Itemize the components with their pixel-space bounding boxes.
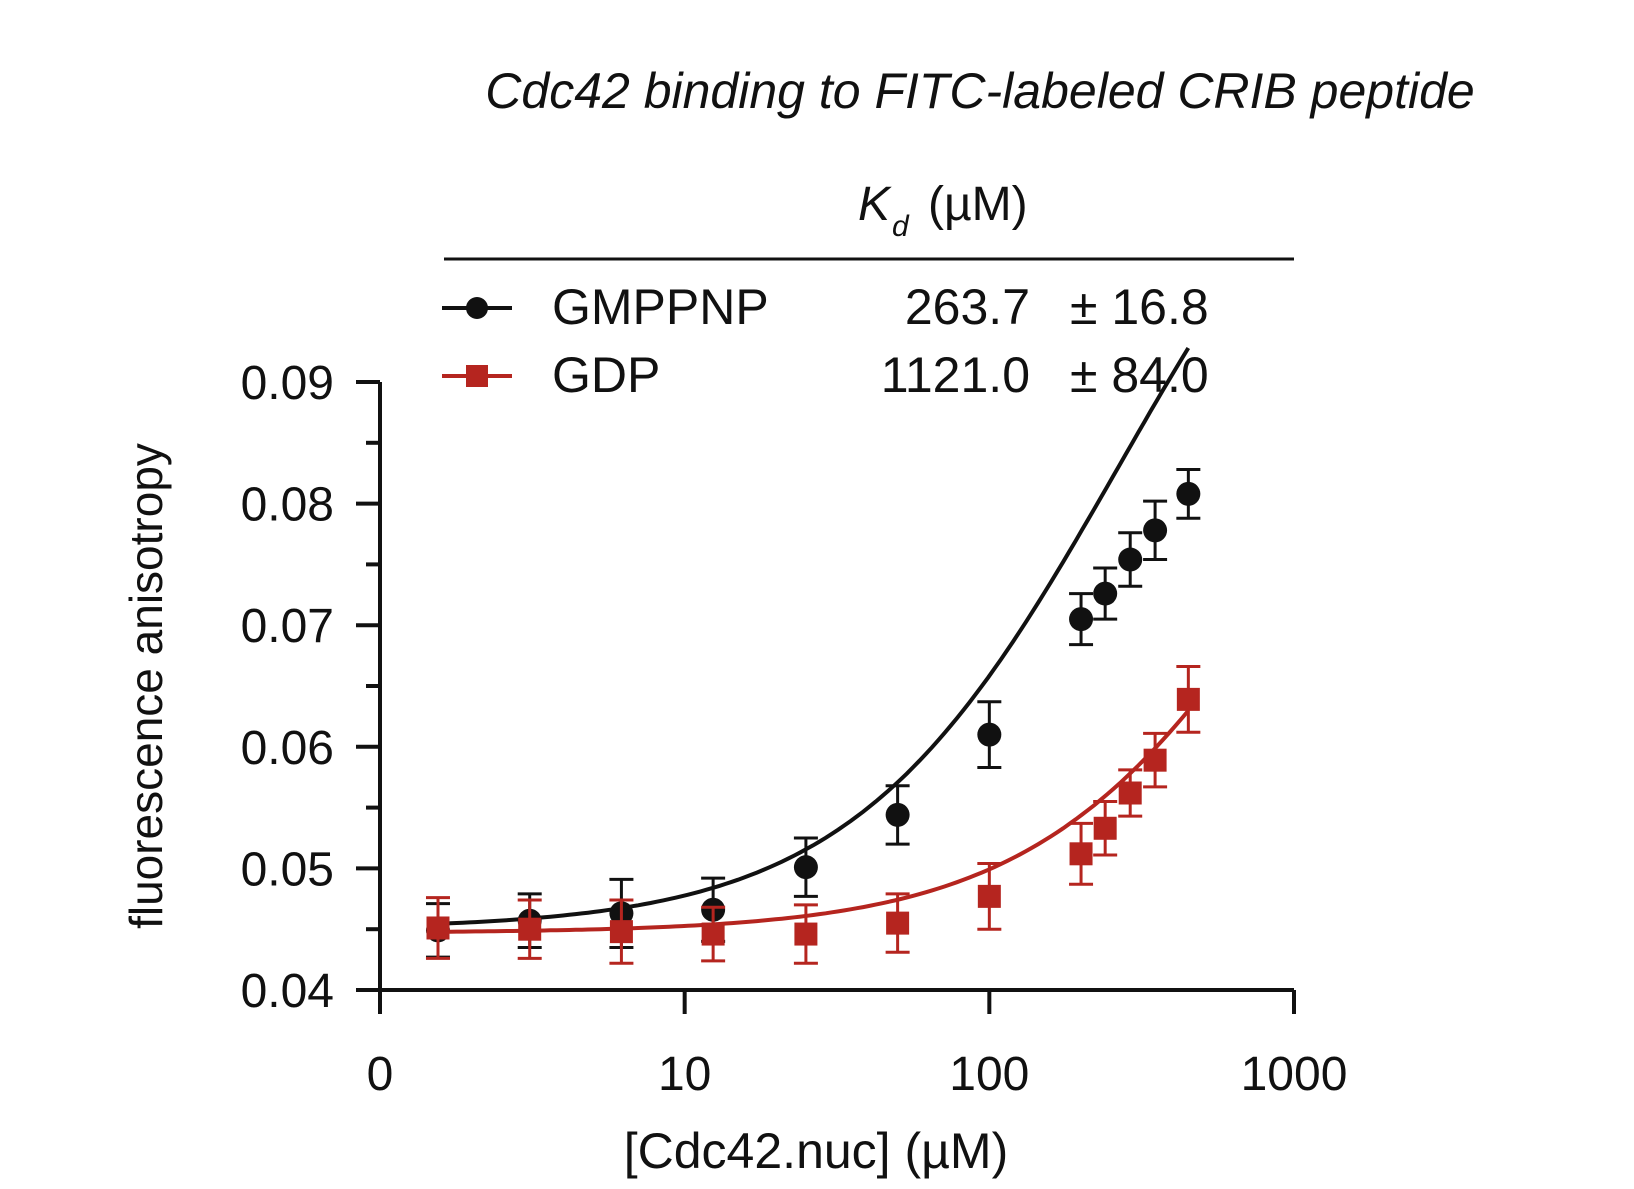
legend-kd-gmppnp: 263.7 bbox=[905, 279, 1030, 335]
legend-kd-subscript: d bbox=[892, 210, 910, 243]
x-ticks: 0 10 100 1000 bbox=[367, 990, 1348, 1101]
y-tick-label: 0.06 bbox=[241, 722, 334, 775]
y-tick-label: 0.09 bbox=[241, 357, 334, 410]
series-gmppnp bbox=[425, 346, 1201, 959]
x-axis-label: [Cdc42.nuc] (µM) bbox=[624, 1123, 1008, 1179]
legend-kderr-gdp: ± 84.0 bbox=[1070, 347, 1209, 403]
data-point bbox=[1118, 781, 1142, 805]
legend-kderr-gmppnp: ± 16.8 bbox=[1070, 279, 1209, 335]
y-tick-label: 0.05 bbox=[241, 843, 334, 896]
x-tick-label: 0 bbox=[367, 1048, 394, 1101]
legend-entry-gdp: GDP 1121.0 ± 84.0 bbox=[442, 347, 1209, 403]
legend-label-gdp: GDP bbox=[552, 347, 660, 403]
y-tick-label: 0.08 bbox=[241, 479, 334, 532]
data-point bbox=[1069, 842, 1093, 866]
legend-entry-gmppnp: GMPPNP 263.7 ± 16.8 bbox=[442, 279, 1209, 335]
series-gdp bbox=[425, 665, 1201, 965]
legend-label-gmppnp: GMPPNP bbox=[552, 279, 769, 335]
y-tick-label: 0.04 bbox=[241, 965, 334, 1018]
data-point bbox=[794, 922, 818, 946]
data-point bbox=[977, 884, 1001, 908]
data-point bbox=[701, 922, 725, 946]
legend-header: K d (µM) bbox=[858, 178, 1028, 243]
fit-curve-gdp bbox=[437, 709, 1190, 934]
data-point bbox=[1176, 481, 1201, 506]
plot-series bbox=[425, 346, 1201, 965]
data-point bbox=[1069, 607, 1094, 632]
legend-kd-symbol: K bbox=[858, 178, 892, 231]
data-point bbox=[1118, 547, 1143, 572]
legend-marker-gdp bbox=[466, 365, 488, 387]
y-tick-label: 0.07 bbox=[241, 600, 334, 653]
data-point bbox=[1093, 581, 1118, 606]
data-point bbox=[1176, 687, 1200, 711]
y-ticks: 0.04 0.05 0.06 0.07 0.08 0.09 bbox=[241, 357, 380, 1018]
chart-title: Cdc42 binding to FITC-labeled CRIB pepti… bbox=[485, 63, 1474, 119]
data-point bbox=[1093, 816, 1117, 840]
legend-kd-gdp: 1121.0 bbox=[881, 347, 1030, 403]
y-axis-label: fluorescence anisotropy bbox=[120, 443, 172, 929]
x-tick-label: 1000 bbox=[1241, 1048, 1348, 1101]
data-point bbox=[426, 916, 450, 940]
data-point bbox=[793, 855, 818, 880]
data-point bbox=[886, 911, 910, 935]
data-point bbox=[1143, 518, 1168, 543]
x-tick-label: 10 bbox=[658, 1048, 711, 1101]
data-point bbox=[977, 722, 1002, 747]
data-point bbox=[518, 917, 542, 941]
data-point bbox=[609, 920, 633, 944]
x-tick-label: 100 bbox=[949, 1048, 1029, 1101]
fit-curve-gmppnp bbox=[437, 346, 1191, 926]
legend-marker-gmppnp bbox=[466, 297, 488, 319]
data-point bbox=[885, 802, 910, 827]
legend-kd-unit: (µM) bbox=[928, 178, 1028, 231]
data-point bbox=[1143, 748, 1167, 772]
